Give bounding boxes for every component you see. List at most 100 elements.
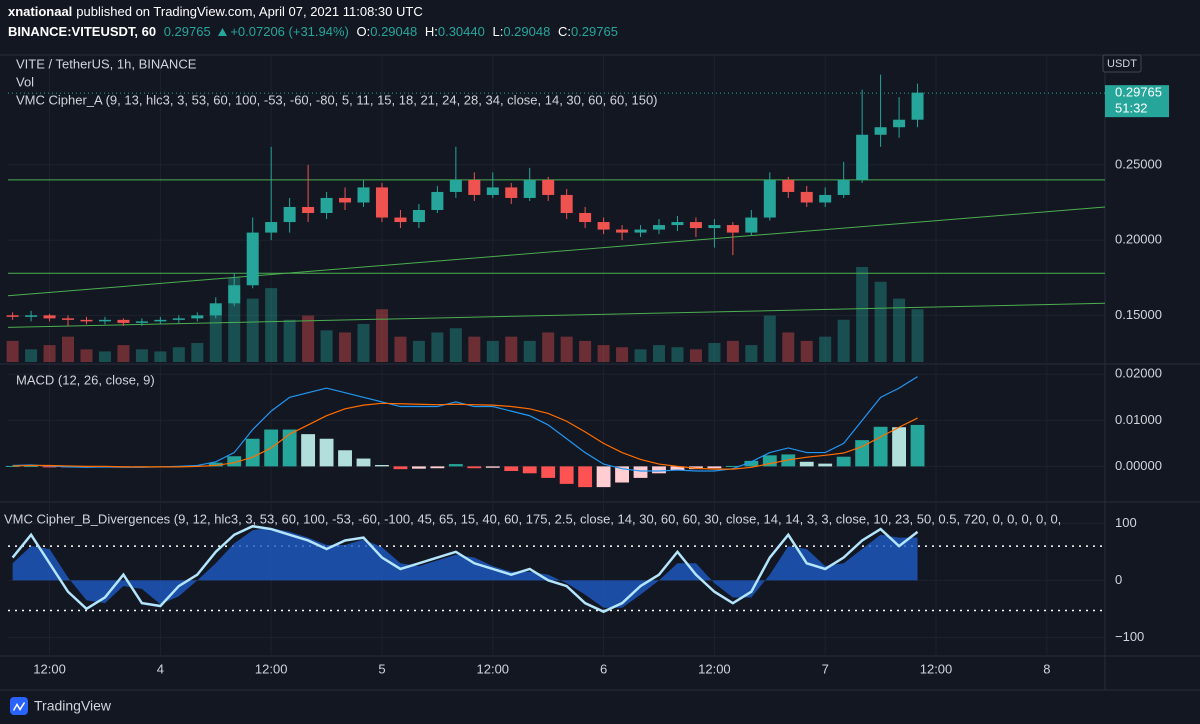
x-tick-label: 12:00 (477, 661, 510, 676)
candle-body (117, 319, 130, 323)
candle-body (745, 217, 758, 233)
volume-bar (375, 309, 388, 362)
volume-bar (874, 281, 887, 362)
volume-bar (283, 319, 296, 362)
last: 0.29765 (163, 24, 211, 39)
y-tick-label: 0 (1115, 572, 1122, 587)
volume-bar (320, 330, 333, 362)
l-label: L: (492, 24, 504, 39)
volume-bar (671, 347, 684, 362)
candle-body (43, 315, 56, 319)
histogram-bar (799, 461, 814, 467)
histogram-bar (282, 429, 297, 467)
volume-bar (412, 340, 425, 362)
histogram-bar (24, 465, 39, 467)
volume-bar (6, 340, 19, 362)
candle-body (782, 179, 795, 192)
candle-body (597, 222, 610, 230)
currency-button[interactable] (1102, 54, 1142, 73)
histogram-bar (5, 465, 20, 467)
volume-bar (616, 347, 629, 362)
histogram-bar (744, 460, 759, 467)
candle-body (172, 318, 185, 320)
histogram-bar (633, 466, 648, 478)
volume-bar (856, 267, 869, 362)
published: published on TradingView.com, April 07, … (76, 4, 423, 19)
candle-body (80, 319, 93, 322)
y-tick-label: 0.15000 (1115, 307, 1162, 322)
candle-body (320, 197, 333, 214)
x-tick-label: 4 (157, 661, 164, 676)
candle-body (893, 119, 906, 128)
volume-bar (43, 345, 56, 362)
volume-bar (689, 349, 702, 362)
volume-bar (837, 319, 850, 362)
legend-vol: Vol (16, 74, 34, 89)
signal-line (12, 402, 918, 470)
candle-body (283, 206, 296, 223)
candle-body (449, 179, 462, 192)
candle-body (191, 315, 204, 319)
volume-bar (634, 349, 647, 362)
y-tick-label: 0.20000 (1115, 232, 1162, 247)
publish-line: xnationaal published on TradingView.com, … (8, 4, 427, 19)
logo (10, 697, 28, 715)
volume-bar (135, 349, 148, 362)
histogram-bar (375, 465, 389, 467)
o-label: O: (356, 24, 371, 39)
candle-body (726, 225, 739, 233)
x-tick-label: 7 (822, 661, 829, 676)
h: 0.30440 (437, 24, 485, 39)
x-tick-label: 12:00 (698, 661, 731, 676)
histogram-bar (448, 464, 463, 467)
x-tick-label: 6 (600, 661, 607, 676)
histogram-bar (578, 466, 593, 488)
candle-body (98, 319, 111, 322)
histogram-bar (836, 456, 851, 467)
countdown: 51:32 (1115, 101, 1148, 116)
volume-bar (505, 336, 518, 362)
volume-bar (708, 343, 721, 362)
volume-bar (486, 340, 499, 362)
symbol-line: BINANCE:VITEUSDT, 60 0.29765 +0.07206 (+… (8, 24, 622, 39)
last-price: 0.29765 (1115, 85, 1162, 100)
histogram-bar (42, 466, 57, 468)
candle-body (634, 229, 647, 233)
candle-body (25, 315, 38, 317)
pane-title: VMC Cipher_B_Divergences (9, 12, hlc3, 3… (4, 511, 1061, 526)
y-tick-label: 0.01000 (1115, 412, 1162, 427)
trend-line (7, 302, 1106, 328)
candle-body (468, 179, 481, 195)
brand: TradingView (34, 698, 112, 714)
histogram-bar (541, 466, 556, 478)
volume-bar (726, 340, 739, 362)
volume-bar (154, 351, 167, 362)
y-tick-label: 0.25000 (1115, 156, 1162, 171)
candle-body (375, 187, 388, 218)
volume-bar (763, 315, 776, 362)
volume-bar (394, 336, 407, 362)
histogram-bar (411, 466, 426, 469)
trend-line (7, 206, 1106, 297)
volume-bar (339, 332, 352, 362)
candle-body (339, 197, 352, 203)
candle-body (62, 318, 75, 320)
volume-bar (62, 336, 75, 362)
pane-title: MACD (12, 26, close, 9) (16, 372, 155, 387)
publisher: xnationaal (8, 4, 73, 19)
histogram-bar (762, 455, 777, 467)
wave-line (11, 524, 919, 614)
histogram-bar (652, 466, 666, 474)
histogram-bar (670, 466, 685, 471)
currency[interactable]: USDT (1107, 58, 1137, 70)
candle-body (800, 191, 813, 203)
x-tick-label: 12:00 (920, 661, 953, 676)
volume-bar (172, 347, 185, 362)
histogram-bar (356, 458, 371, 467)
candle-body (6, 315, 19, 317)
pane-title: VITE / TetherUS, 1h, BINANCE (16, 56, 197, 71)
x-tick-label: 5 (378, 661, 385, 676)
candle-body (135, 321, 148, 323)
